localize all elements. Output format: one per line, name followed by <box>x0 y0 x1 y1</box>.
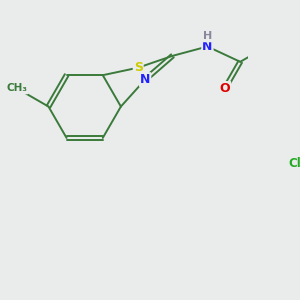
Text: Cl: Cl <box>289 157 300 170</box>
Text: S: S <box>134 61 143 74</box>
Text: H: H <box>203 32 212 41</box>
Text: O: O <box>220 82 230 95</box>
Text: N: N <box>202 40 213 53</box>
Text: CH₃: CH₃ <box>7 83 28 93</box>
Text: N: N <box>140 73 150 86</box>
